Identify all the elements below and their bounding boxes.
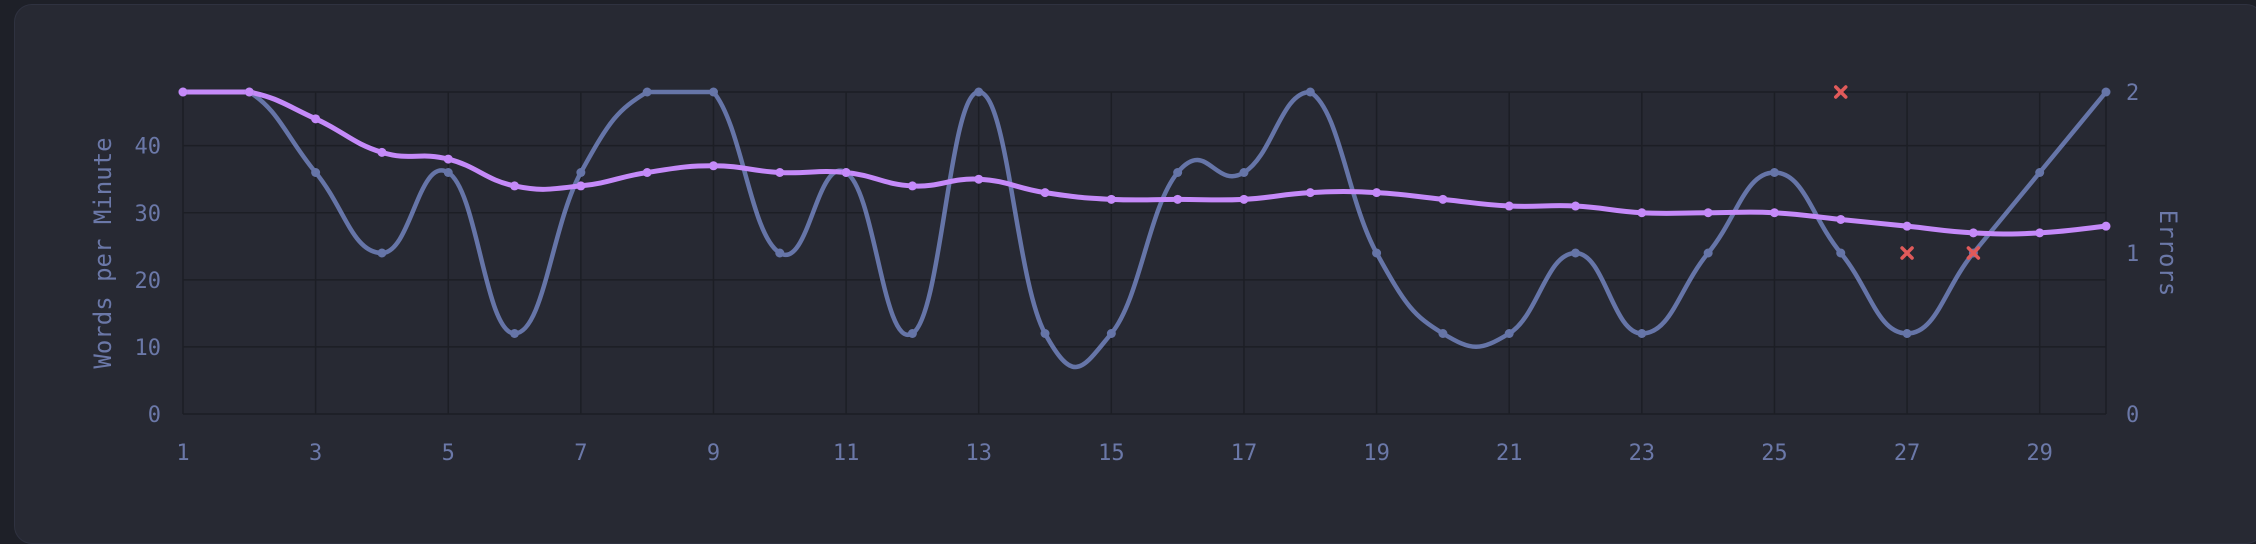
raw-point (708, 87, 718, 97)
raw-point (311, 168, 321, 177)
raw-point (1173, 168, 1183, 177)
raw-point (1836, 248, 1846, 258)
raw-point (510, 329, 520, 338)
raw-line (180, 89, 2109, 370)
raw-point (1504, 329, 1514, 338)
wpm-point (907, 181, 917, 191)
wpm-point (2101, 221, 2111, 231)
raw-point (377, 248, 387, 258)
raw-point (1040, 329, 1050, 338)
error-marker (1966, 246, 1981, 260)
wpm-point (974, 174, 984, 184)
x-tick-label: 23 (1629, 441, 1656, 466)
series-points (178, 85, 2111, 338)
raw-point (1769, 168, 1779, 177)
y-tick-label: 10 (135, 336, 162, 361)
x-tick-label: 3 (309, 441, 322, 466)
wpm-point (642, 168, 652, 177)
grid-lines (182, 91, 2107, 415)
raw-point (1902, 329, 1912, 338)
raw-point (2101, 87, 2111, 97)
x-tick-label: 15 (1098, 441, 1125, 466)
raw-point (1106, 329, 1116, 338)
wpm-point (1571, 201, 1581, 211)
wpm-point (1836, 214, 1846, 224)
x-tick-label: 11 (833, 441, 860, 466)
y2-axis-title: Errors (2154, 210, 2182, 297)
raw-point (1438, 329, 1448, 338)
wpm-line (180, 89, 2109, 237)
raw-point (2035, 168, 2045, 177)
wpm-point (1769, 208, 1779, 218)
y2-tick-label: 2 (2126, 81, 2139, 106)
y2-tick-label: 0 (2126, 403, 2139, 428)
wpm-point (1239, 194, 1249, 204)
raw-point (1305, 87, 1315, 97)
x-tick-label: 7 (574, 441, 587, 466)
x-tick-label: 29 (2026, 441, 2053, 466)
x-tick-label: 9 (707, 441, 720, 466)
wpm-point (1438, 194, 1448, 204)
y-tick-label: 20 (135, 269, 162, 294)
y-axis-title: Words per Minute (89, 137, 117, 368)
x-tick-label: 17 (1231, 441, 1258, 466)
y-tick-label: 40 (135, 135, 162, 160)
raw-point (1571, 248, 1581, 258)
y-tick-label: 0 (148, 403, 161, 428)
raw-point (576, 168, 586, 177)
raw-point (1637, 329, 1647, 338)
wpm-point (2035, 228, 2045, 238)
wpm-point (1372, 188, 1382, 198)
raw-point (1239, 168, 1249, 177)
wpm-point (1040, 188, 1050, 198)
wpm-point (1637, 208, 1647, 218)
wpm-point (1305, 188, 1315, 198)
raw-point (974, 87, 984, 97)
raw-point (443, 168, 453, 177)
wpm-point (1968, 228, 1978, 238)
wpm-point (178, 87, 188, 97)
x-tick-label: 13 (965, 441, 992, 466)
x-tick-label: 25 (1761, 441, 1788, 466)
wpm-point (775, 168, 785, 177)
raw-point (775, 248, 785, 258)
series-lines (180, 89, 2109, 370)
x-tick-label: 21 (1496, 441, 1523, 466)
error-marker (1900, 246, 1914, 260)
wpm-point (443, 154, 453, 164)
raw-point (907, 329, 917, 338)
wpm-point (1902, 221, 1912, 231)
wpm-point (841, 168, 851, 177)
wpm-point (708, 161, 718, 171)
chart-panel (14, 4, 2256, 544)
x-tick-label: 27 (1894, 441, 1921, 466)
wpm-point (576, 181, 586, 191)
wpm-point (1173, 194, 1183, 204)
raw-point (1372, 248, 1382, 258)
x-tick-label: 1 (176, 441, 189, 466)
wpm-point (1703, 208, 1713, 218)
wpm-point (244, 87, 254, 97)
y2-tick-label: 1 (2126, 242, 2139, 267)
error-marker (1834, 85, 1848, 99)
wpm-point (311, 114, 321, 124)
raw-point (642, 87, 652, 97)
wpm-point (377, 147, 387, 157)
x-tick-label: 19 (1363, 441, 1390, 466)
y-tick-label: 30 (135, 202, 162, 227)
x-tick-label: 5 (442, 441, 455, 466)
raw-point (1703, 248, 1713, 258)
wpm-point (510, 181, 520, 191)
wpm-point (1106, 194, 1116, 204)
wpm-point (1504, 201, 1514, 211)
